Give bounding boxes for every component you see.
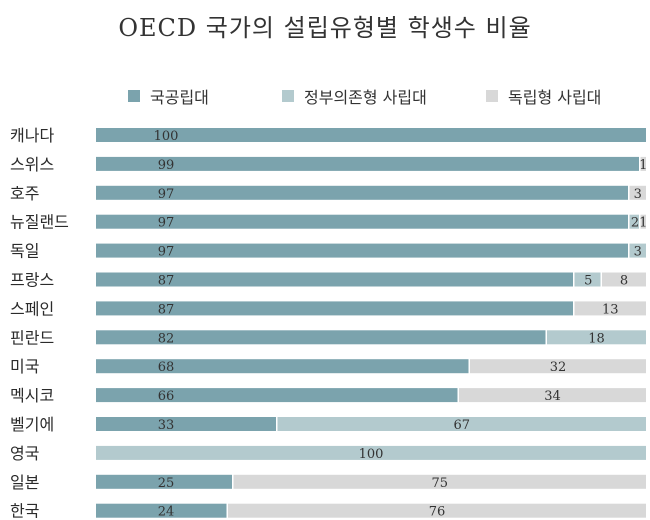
- category-label: 스페인: [10, 299, 54, 318]
- bar-segment-public: [96, 243, 628, 258]
- data-label: 5: [584, 274, 592, 289]
- category-label: 일본: [10, 473, 39, 492]
- category-label: 호주: [10, 184, 39, 203]
- bar-segment-independent: [640, 156, 646, 171]
- bar-segment-public: [96, 301, 573, 316]
- data-label: 97: [158, 216, 175, 231]
- data-label: 3: [634, 245, 642, 260]
- bar-segment-independent: [602, 272, 646, 287]
- data-label: 67: [453, 418, 470, 433]
- bar-segment-independent: [233, 474, 646, 489]
- data-label: 68: [158, 360, 175, 375]
- bar-segment-gov-dependent: [96, 445, 646, 460]
- bar-segment-gov-dependent: [277, 417, 646, 431]
- data-label: 1: [639, 158, 647, 173]
- category-label: 캐나다: [10, 126, 54, 145]
- data-label: 82: [158, 331, 175, 346]
- bar-segment-independent: [228, 503, 646, 518]
- data-label: 100: [154, 129, 179, 144]
- category-label: 멕시코: [10, 386, 54, 405]
- legend-item-independent: 독립형 사립대: [486, 84, 601, 108]
- data-label: 100: [359, 447, 384, 462]
- data-label: 97: [158, 187, 175, 202]
- bar-segment-public: [96, 214, 628, 229]
- data-label: 3: [634, 187, 642, 202]
- data-label: 99: [158, 158, 175, 173]
- data-label: 13: [602, 302, 619, 317]
- bar-segment-public: [96, 359, 469, 374]
- legend-swatch-gov-dependent: [282, 90, 294, 102]
- legend: 국공립대 정부의존형 사립대 독립형 사립대: [0, 84, 650, 108]
- category-label: 독일: [10, 242, 39, 261]
- bar-segment-public: [96, 156, 639, 171]
- data-label: 76: [429, 505, 446, 520]
- legend-label-gov-dependent: 정부의존형 사립대: [304, 88, 427, 107]
- data-label: 33: [158, 418, 175, 433]
- bar-segment-public: [96, 128, 646, 142]
- data-label: 1: [639, 216, 647, 231]
- data-label: 75: [431, 476, 448, 491]
- legend-swatch-independent: [486, 90, 498, 102]
- data-label: 34: [544, 389, 561, 404]
- bar-segment-independent: [470, 359, 646, 374]
- category-label: 프랑스: [10, 271, 54, 290]
- data-label: 87: [158, 274, 175, 289]
- bar-segment-public: [96, 474, 232, 489]
- data-label: 2: [631, 216, 639, 231]
- data-label: 32: [550, 360, 567, 375]
- bar-segment-gov-dependent: [574, 272, 601, 287]
- data-label: 97: [158, 245, 175, 260]
- category-label: 벨기에: [10, 415, 54, 434]
- legend-item-public: 국공립대: [128, 84, 209, 108]
- bar-segment-public: [96, 417, 276, 431]
- data-label: 18: [588, 331, 605, 346]
- data-label: 66: [158, 389, 175, 404]
- category-label: 스위스: [10, 155, 54, 174]
- category-label: 영국: [10, 444, 39, 463]
- bar-segment-public: [96, 185, 628, 200]
- category-label: 핀란드: [10, 328, 54, 347]
- bar-segment-independent: [640, 214, 646, 229]
- bar-segment-gov-dependent: [629, 214, 639, 229]
- bar-segment-gov-dependent: [547, 330, 646, 345]
- bar-segment-independent: [459, 388, 646, 403]
- bar-segment-gov-dependent: [629, 243, 646, 258]
- legend-swatch-public: [128, 90, 140, 102]
- legend-item-gov-dependent: 정부의존형 사립대: [282, 84, 427, 108]
- chart-title: OECD 국가의 설립유형별 학생수 비율: [118, 14, 532, 42]
- data-label: 24: [158, 505, 175, 520]
- category-label: 미국: [10, 357, 39, 376]
- legend-label-public: 국공립대: [150, 88, 209, 107]
- data-label: 87: [158, 302, 175, 317]
- bar-segment-public: [96, 272, 573, 287]
- category-label: 한국: [10, 502, 39, 520]
- bar-segment-independent: [629, 185, 646, 200]
- data-label: 25: [158, 476, 175, 491]
- bar-segment-public: [96, 388, 458, 403]
- bar-segment-public: [96, 503, 227, 518]
- bar-segment-independent: [574, 301, 646, 316]
- legend-label-independent: 독립형 사립대: [508, 88, 602, 107]
- bar-segment-public: [96, 330, 546, 345]
- category-label: 뉴질랜드: [10, 213, 69, 232]
- data-label: 8: [620, 274, 628, 289]
